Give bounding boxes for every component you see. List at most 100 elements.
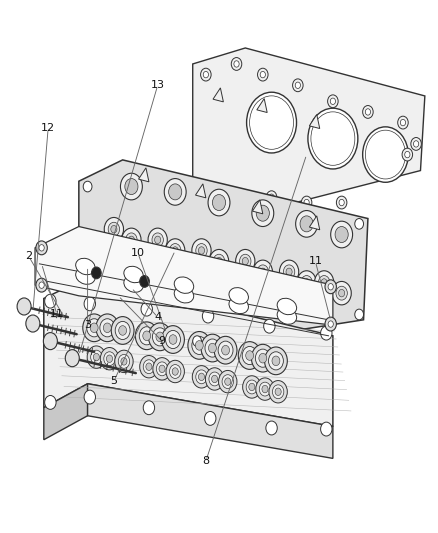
Circle shape <box>253 260 272 284</box>
Circle shape <box>83 282 92 293</box>
Circle shape <box>192 239 211 262</box>
Circle shape <box>208 343 216 353</box>
Circle shape <box>300 216 313 232</box>
Circle shape <box>172 368 178 375</box>
Circle shape <box>331 221 353 248</box>
Circle shape <box>325 317 336 331</box>
Circle shape <box>196 370 207 384</box>
Text: 8: 8 <box>202 456 209 466</box>
Ellipse shape <box>277 298 297 314</box>
Circle shape <box>355 219 364 229</box>
Circle shape <box>192 366 211 388</box>
Circle shape <box>355 309 364 320</box>
Text: 13: 13 <box>151 80 165 90</box>
Ellipse shape <box>229 288 248 304</box>
Circle shape <box>148 228 167 252</box>
Circle shape <box>198 373 205 381</box>
Circle shape <box>36 241 47 255</box>
Circle shape <box>269 194 274 200</box>
Circle shape <box>269 381 287 403</box>
Circle shape <box>115 350 133 373</box>
Circle shape <box>36 278 47 292</box>
Circle shape <box>336 286 347 300</box>
Circle shape <box>240 254 251 268</box>
Circle shape <box>135 322 158 350</box>
Circle shape <box>260 71 265 78</box>
Ellipse shape <box>76 259 95 274</box>
Circle shape <box>264 319 275 333</box>
Circle shape <box>260 268 266 276</box>
Circle shape <box>208 189 230 216</box>
Circle shape <box>236 249 255 273</box>
Circle shape <box>268 352 283 370</box>
Circle shape <box>339 199 344 206</box>
Polygon shape <box>213 88 223 102</box>
Circle shape <box>265 347 287 375</box>
Circle shape <box>259 382 271 396</box>
Circle shape <box>330 98 336 104</box>
Circle shape <box>87 319 102 337</box>
Circle shape <box>365 109 371 115</box>
Ellipse shape <box>174 287 194 303</box>
Text: 2: 2 <box>25 251 32 261</box>
Ellipse shape <box>76 268 95 284</box>
Circle shape <box>301 276 312 289</box>
Polygon shape <box>257 99 267 112</box>
Circle shape <box>242 257 248 265</box>
Circle shape <box>166 330 180 349</box>
Circle shape <box>84 390 95 404</box>
Circle shape <box>335 227 348 243</box>
Circle shape <box>153 358 171 380</box>
Circle shape <box>212 375 218 383</box>
Circle shape <box>259 353 267 363</box>
Circle shape <box>45 395 56 409</box>
Circle shape <box>166 239 185 262</box>
Text: 12: 12 <box>41 123 55 133</box>
Circle shape <box>246 351 254 360</box>
Circle shape <box>405 151 410 158</box>
Circle shape <box>201 68 211 81</box>
Circle shape <box>216 257 222 265</box>
Polygon shape <box>309 216 320 230</box>
Circle shape <box>169 184 182 200</box>
Ellipse shape <box>174 277 194 293</box>
Text: 9: 9 <box>159 336 166 346</box>
Polygon shape <box>193 48 425 213</box>
Circle shape <box>170 244 181 257</box>
Circle shape <box>398 116 408 129</box>
Text: 11: 11 <box>308 256 322 266</box>
Text: 10: 10 <box>131 248 145 258</box>
Circle shape <box>251 344 274 372</box>
Circle shape <box>111 317 134 344</box>
Circle shape <box>321 279 327 286</box>
Circle shape <box>400 119 406 126</box>
Circle shape <box>242 346 257 365</box>
Circle shape <box>209 372 220 386</box>
Circle shape <box>87 346 106 368</box>
Circle shape <box>156 332 164 342</box>
Circle shape <box>325 280 336 294</box>
Polygon shape <box>44 384 88 440</box>
Circle shape <box>192 336 207 354</box>
Circle shape <box>162 326 184 353</box>
Circle shape <box>328 284 333 290</box>
Circle shape <box>256 205 269 221</box>
Circle shape <box>308 108 358 169</box>
Circle shape <box>126 233 137 247</box>
Circle shape <box>295 82 300 88</box>
Circle shape <box>164 179 186 205</box>
Circle shape <box>118 354 130 368</box>
Circle shape <box>413 141 419 147</box>
Circle shape <box>143 401 155 415</box>
Circle shape <box>222 345 230 355</box>
Circle shape <box>255 349 270 367</box>
Circle shape <box>201 334 224 362</box>
Circle shape <box>90 323 98 333</box>
Circle shape <box>286 268 292 276</box>
Circle shape <box>96 314 119 342</box>
Circle shape <box>336 196 347 209</box>
Circle shape <box>258 68 268 81</box>
Circle shape <box>143 360 155 374</box>
Polygon shape <box>35 227 333 325</box>
Circle shape <box>301 196 312 209</box>
